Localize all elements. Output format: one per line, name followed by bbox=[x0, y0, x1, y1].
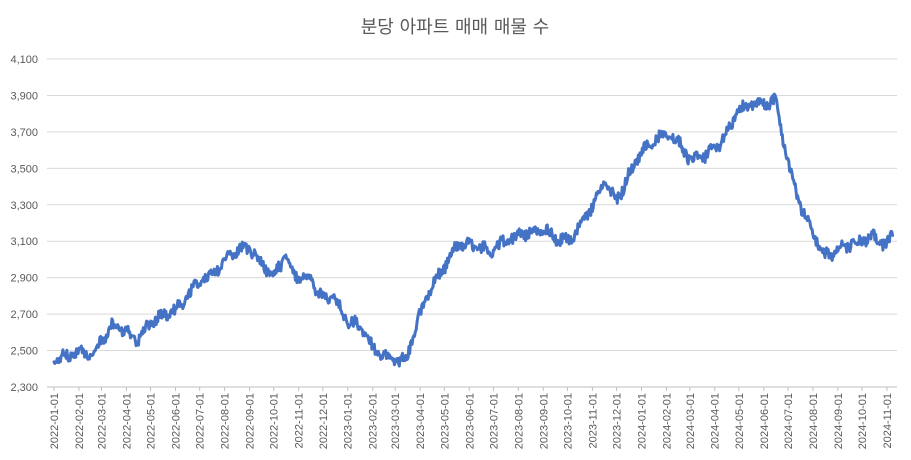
x-tick-label: 2022-03-01 bbox=[96, 393, 108, 449]
x-tick-label: 2023-05-01 bbox=[439, 393, 451, 449]
x-tick-label: 2022-07-01 bbox=[195, 393, 207, 449]
y-tick-label: 4,100 bbox=[10, 54, 38, 66]
x-tick-label: 2023-12-01 bbox=[612, 393, 624, 449]
x-tick-label: 2024-10-01 bbox=[857, 393, 869, 449]
x-tick-label: 2024-06-01 bbox=[759, 393, 771, 449]
y-tick-label: 2,700 bbox=[10, 309, 38, 321]
x-tick-label: 2024-09-01 bbox=[833, 393, 845, 449]
x-tick-label: 2023-10-01 bbox=[562, 393, 574, 449]
x-tick-label: 2023-09-01 bbox=[538, 393, 550, 449]
x-tick-label: 2024-08-01 bbox=[808, 393, 820, 449]
x-tick-label: 2024-11-01 bbox=[882, 393, 894, 448]
y-tick-label: 2,500 bbox=[10, 346, 38, 358]
x-tick-label: 2022-08-01 bbox=[220, 393, 232, 449]
y-tick-label: 3,700 bbox=[10, 127, 38, 139]
x-tick-label: 2022-09-01 bbox=[245, 393, 257, 449]
y-tick-label: 3,100 bbox=[10, 236, 38, 248]
x-tick-label: 2023-08-01 bbox=[513, 393, 525, 449]
y-tick-label: 3,300 bbox=[10, 200, 38, 212]
x-tick-label: 2023-07-01 bbox=[488, 393, 500, 449]
x-tick-label: 2023-04-01 bbox=[415, 393, 427, 449]
x-tick-label: 2022-04-01 bbox=[121, 393, 133, 449]
y-tick-label: 2,900 bbox=[10, 273, 38, 285]
x-tick-label: 2022-06-01 bbox=[171, 393, 183, 449]
x-tick-label: 2022-05-01 bbox=[146, 393, 158, 449]
y-tick-label: 2,300 bbox=[10, 382, 38, 394]
x-tick-label: 2024-02-01 bbox=[661, 393, 673, 449]
x-tick-label: 2022-01-01 bbox=[49, 393, 61, 449]
y-axis: 2,300 2,500 2,700 2,900 3,100 3,300 3,500 3,700… bbox=[10, 54, 38, 394]
y-tick-label: 3,500 bbox=[10, 163, 38, 175]
x-tick-label: 2024-01-01 bbox=[636, 393, 648, 449]
y-tick-label: 3,900 bbox=[10, 90, 38, 102]
series-line bbox=[52, 92, 895, 368]
x-tick-label: 2023-06-01 bbox=[464, 393, 476, 449]
x-tick-label: 2022-02-01 bbox=[74, 393, 86, 449]
x-tick-label: 2022-12-01 bbox=[318, 393, 330, 449]
x-tick-label: 2022-10-01 bbox=[269, 393, 281, 449]
x-tick-label: 2023-01-01 bbox=[343, 393, 355, 449]
x-tick-label: 2024-05-01 bbox=[734, 393, 746, 449]
gridlines bbox=[47, 58, 897, 352]
chart-title: 분당 아파트 매매 매물 수 bbox=[361, 17, 550, 38]
x-axis: 2022-01-01 2022-02-01 2022-03-01 2022-04-01… bbox=[47, 386, 897, 449]
x-tick-label: 2022-11-01 bbox=[294, 393, 306, 448]
series-layer bbox=[52, 92, 895, 368]
x-tick-label: 2023-02-01 bbox=[368, 393, 380, 449]
x-tick-label: 2024-04-01 bbox=[710, 393, 722, 449]
x-tick-label: 2024-07-01 bbox=[783, 393, 795, 449]
x-tick-label: 2024-03-01 bbox=[685, 393, 697, 449]
x-tick-label: 2023-11-01 bbox=[587, 393, 599, 448]
x-tick-label: 2023-03-01 bbox=[390, 393, 402, 449]
